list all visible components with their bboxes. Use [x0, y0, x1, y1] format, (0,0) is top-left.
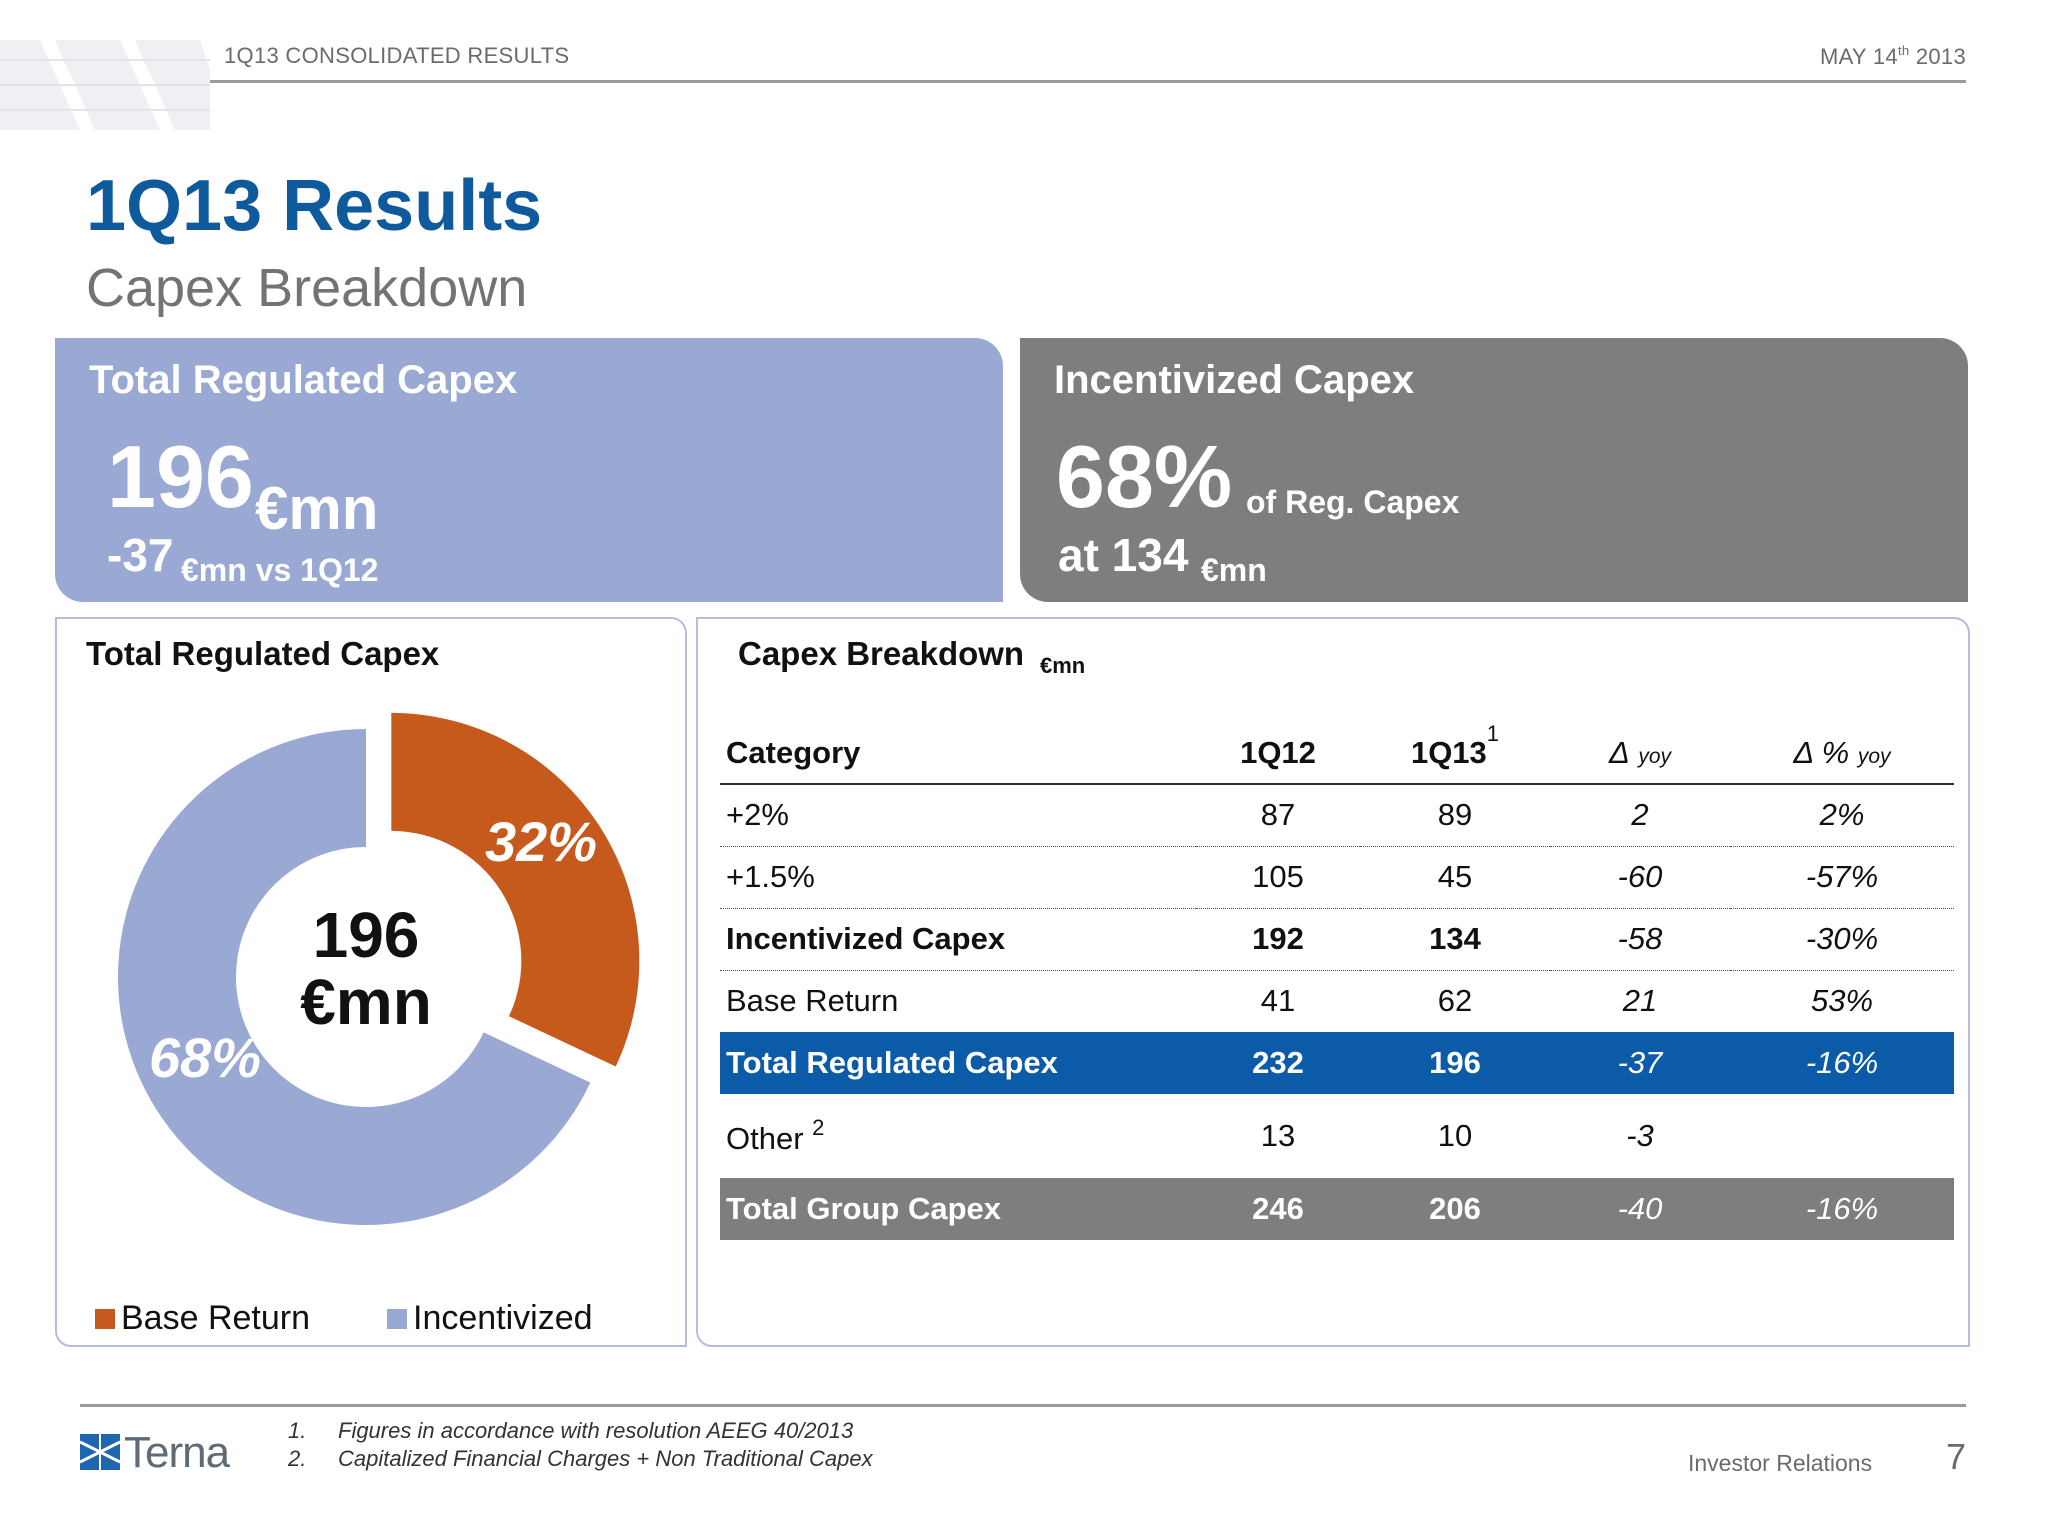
- cell-delta-pct: 53%: [1810, 983, 1874, 1019]
- header-section-title: 1Q13 CONSOLIDATED RESULTS: [224, 43, 570, 68]
- donut-center-unit: €mn: [300, 966, 432, 1038]
- kpi-left-title: Total Regulated Capex: [89, 358, 518, 402]
- cell-1q13: 89: [1360, 784, 1550, 847]
- cell-1q13: 62: [1437, 983, 1473, 1019]
- table-row: +2% 87 89 2 2%: [720, 784, 1954, 847]
- page-subtitle: Capex Breakdown: [86, 258, 528, 318]
- cell-category: Base Return: [726, 983, 899, 1019]
- cell-category: Incentivized Capex: [720, 908, 1196, 971]
- cell-category: +2%: [720, 784, 1196, 847]
- kpi-left-delta-suffix: €mn vs 1Q12: [181, 552, 379, 588]
- cell-category: Total Regulated Capex: [720, 1032, 1196, 1094]
- cell-1q13: 206: [1360, 1178, 1550, 1240]
- kpi-incentivized-capex: Incentivized Capex 68% of Reg. Capex at …: [1020, 338, 1968, 602]
- donut-label-incentivized: 68%: [149, 1026, 261, 1089]
- cell-1q13: 45: [1360, 846, 1550, 909]
- cell-category: Other 2: [726, 1115, 825, 1156]
- footer-divider: [80, 1404, 1966, 1407]
- table-row-total-group: Total Group Capex 246 206 -40 -16%: [720, 1178, 1954, 1240]
- legend-label-incentivized: Incentivized: [413, 1299, 593, 1337]
- col-header-delta-pct-yoy: Δ % yoy: [1730, 712, 1954, 785]
- table-title-unit: €mn: [1040, 653, 1086, 678]
- kpi-right-of-text: of Reg. Capex: [1246, 484, 1460, 520]
- cell-delta-pct: -16%: [1730, 1032, 1954, 1094]
- table-row: Other 2 13 10 -3: [720, 1094, 1954, 1178]
- col-header-1q13: 1Q131: [1360, 712, 1550, 785]
- cell-delta-yoy: -3: [1626, 1118, 1654, 1153]
- kpi-left-delta: -37: [107, 529, 174, 581]
- legend-swatch-base-return: [95, 1308, 115, 1329]
- legend-label-base-return: Base Return: [121, 1299, 310, 1337]
- chart-title: Total Regulated Capex: [86, 635, 440, 672]
- terna-logo: [80, 1434, 121, 1470]
- donut-center-value: 196: [313, 899, 420, 971]
- header-divider: [210, 80, 1966, 83]
- cell-1q12: 192: [1196, 908, 1360, 971]
- kpi-right-value: 68%: [1056, 427, 1233, 526]
- cell-delta-yoy: 21: [1622, 983, 1658, 1019]
- cell-delta-yoy: -37: [1550, 1032, 1730, 1094]
- kpi-left-unit: €mn: [255, 475, 379, 542]
- table-header-row: Category 1Q12 1Q131 Δ yoy Δ % yoy: [720, 712, 1954, 785]
- donut-slice-base-return: [391, 712, 640, 1067]
- col-header-category: Category: [720, 712, 1196, 785]
- page-title: 1Q13 Results: [86, 166, 543, 246]
- cell-1q12: 232: [1196, 1032, 1360, 1094]
- table-row: Incentivized Capex 192 134 -58 -30%: [720, 908, 1954, 971]
- table-row-total-regulated: Total Regulated Capex 232 196 -37 -16%: [720, 1032, 1954, 1094]
- cell-1q12: 246: [1196, 1178, 1360, 1240]
- cell-1q13: 196: [1360, 1032, 1550, 1094]
- cell-delta-pct: [1730, 1094, 1954, 1178]
- footnote-2-number: 2.: [288, 1446, 307, 1471]
- capex-breakdown-table: Category 1Q12 1Q131 Δ yoy Δ % yoy +2% 87…: [720, 712, 1954, 1240]
- legend-swatch-incentivized: [387, 1308, 407, 1329]
- cell-category: Total Group Capex: [720, 1178, 1196, 1240]
- kpi-left-value: 196: [107, 427, 254, 526]
- legend-item-incentivized: Incentivized: [387, 1299, 593, 1338]
- footer-section-label: Investor Relations: [1688, 1450, 1873, 1476]
- table-title: Capex Breakdown: [738, 635, 1025, 672]
- footnote-2: Capitalized Financial Charges + Non Trad…: [338, 1446, 873, 1471]
- cell-delta-pct: -16%: [1730, 1178, 1954, 1240]
- kpi-total-regulated-capex: Total Regulated Capex 196 €mn -37 €mn vs…: [55, 338, 1003, 602]
- col-header-1q12: 1Q12: [1196, 712, 1360, 785]
- cell-1q12: 41: [1260, 983, 1296, 1019]
- col-header-delta-yoy: Δ yoy: [1550, 712, 1730, 785]
- cell-delta-yoy: -58: [1550, 908, 1730, 971]
- donut-slice-incentivized: [117, 729, 591, 1225]
- terna-logo-text: Terna: [124, 1428, 230, 1477]
- cell-delta-yoy: -60: [1550, 846, 1730, 909]
- cell-delta-yoy: 2: [1550, 784, 1730, 847]
- footnote-1: Figures in accordance with resolution AE…: [338, 1418, 854, 1443]
- kpi-right-at-text: at 134: [1058, 529, 1189, 581]
- kpi-right-at-unit: €mn: [1201, 552, 1267, 588]
- cell-category: +1.5%: [720, 846, 1196, 909]
- cell-1q13: 10: [1437, 1118, 1473, 1153]
- cell-1q13: 134: [1360, 908, 1550, 971]
- cell-1q12: 87: [1196, 784, 1360, 847]
- page-number: 7: [1946, 1436, 1967, 1477]
- cell-delta-yoy: -40: [1550, 1178, 1730, 1240]
- legend-item-base-return: Base Return: [95, 1299, 310, 1338]
- cell-delta-pct: -57%: [1730, 846, 1954, 909]
- table-row: Base Return 41 62 21 53%: [720, 970, 1954, 1032]
- kpi-right-title: Incentivized Capex: [1054, 358, 1415, 402]
- cell-delta-pct: -30%: [1730, 908, 1954, 971]
- donut-label-base-return: 32%: [485, 810, 597, 873]
- donut-chart: 32% 68% 196 €mn: [117, 712, 640, 1225]
- terna-logo-icon: [80, 1434, 121, 1470]
- footnote-1-number: 1.: [288, 1418, 307, 1443]
- header-date: MAY 14th 2013: [1819, 43, 1966, 69]
- table-row: +1.5% 105 45 -60 -57%: [720, 846, 1954, 909]
- cell-1q12: 13: [1260, 1118, 1296, 1153]
- header-decoration: [0, 40, 210, 130]
- cell-1q12: 105: [1196, 846, 1360, 909]
- cell-delta-pct: 2%: [1730, 784, 1954, 847]
